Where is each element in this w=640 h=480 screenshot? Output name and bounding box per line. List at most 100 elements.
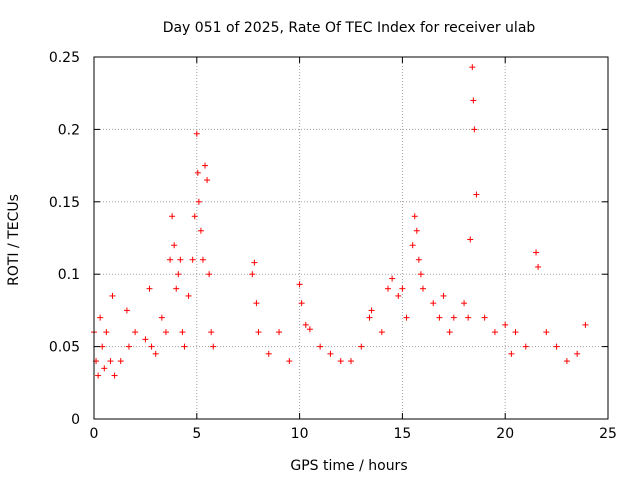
data-point [208,329,215,336]
data-point [378,329,385,336]
data-point [582,321,589,328]
data-point [385,285,392,292]
data-point [306,326,313,333]
data-point [461,300,468,307]
data-point [132,329,139,336]
data-point [395,292,402,299]
data-point [366,314,373,321]
y-tick-label: 0.05 [49,340,80,356]
data-point [265,350,272,357]
data-point [194,169,201,176]
data-point [471,126,478,133]
data-point [286,358,293,365]
data-point [440,292,447,299]
data-point [103,329,110,336]
x-tick-label: 0 [90,426,99,442]
data-point [409,242,416,249]
x-tick-label: 20 [496,426,514,442]
data-point [467,236,474,243]
data-point [417,271,424,278]
data-point [175,271,182,278]
data-point [337,358,344,365]
data-point [111,372,118,379]
chart-title: Day 051 of 2025, Rate Of TEC Index for r… [163,20,536,36]
data-point [327,350,334,357]
x-tick-label: 25 [599,426,617,442]
y-tick-label: 0.25 [49,50,80,66]
data-point [169,213,176,220]
x-tick-label: 10 [291,426,309,442]
y-tick-label: 0.2 [58,122,80,138]
data-point [533,249,540,256]
data-point [469,64,476,71]
data-point [95,372,102,379]
data-point [202,162,209,169]
data-point [276,329,283,336]
data-point [512,329,519,336]
data-point [117,358,124,365]
data-point [99,343,106,350]
data-point [413,227,420,234]
data-point [177,256,184,263]
data-point [470,97,477,104]
data-point [255,329,262,336]
data-point [535,263,542,270]
data-point [368,307,375,314]
data-point [465,314,472,321]
data-point [197,227,204,234]
data-point [189,256,196,263]
data-point [204,177,211,184]
data-point [563,358,570,365]
data-point [97,314,104,321]
data-point [481,314,488,321]
data-point [148,343,155,350]
data-point [522,343,529,350]
data-point [167,256,174,263]
data-point [298,300,305,307]
data-point [302,321,309,328]
data-point [436,314,443,321]
data-point [419,285,426,292]
data-point [158,314,165,321]
data-point [508,350,515,357]
data-point [191,213,198,220]
plot-frame [93,56,609,420]
data-point [251,259,258,266]
data-point [142,336,149,343]
data-point [317,343,324,350]
data-point [430,300,437,307]
data-point [107,358,114,365]
data-point [399,285,406,292]
data-point [123,307,130,314]
data-point [181,343,188,350]
data-points [91,64,589,379]
data-point [253,300,260,307]
grid-lines [94,57,608,419]
y-tick-label: 0.1 [58,267,80,283]
x-axis-label: GPS time / hours [290,458,407,474]
data-point [249,271,256,278]
data-point [446,329,453,336]
data-point [173,285,180,292]
data-point [296,281,303,288]
data-point [358,343,365,350]
data-point [574,350,581,357]
axis-ticks: 0 5 10 15 20 25 0 0.05 0.1 0.15 0.2 0.25 [49,50,617,442]
data-point [199,256,206,263]
data-point [185,292,192,299]
data-point [146,285,153,292]
data-point [171,242,178,249]
data-point [125,343,132,350]
data-point [403,314,410,321]
x-tick-label: 15 [393,426,411,442]
data-point [179,329,186,336]
data-point [491,329,498,336]
y-axis-label: ROTI / TECUs [6,194,22,286]
data-point [553,343,560,350]
data-point [206,271,213,278]
data-point [473,191,480,198]
data-point [450,314,457,321]
data-point [109,292,116,299]
data-point [389,275,396,282]
